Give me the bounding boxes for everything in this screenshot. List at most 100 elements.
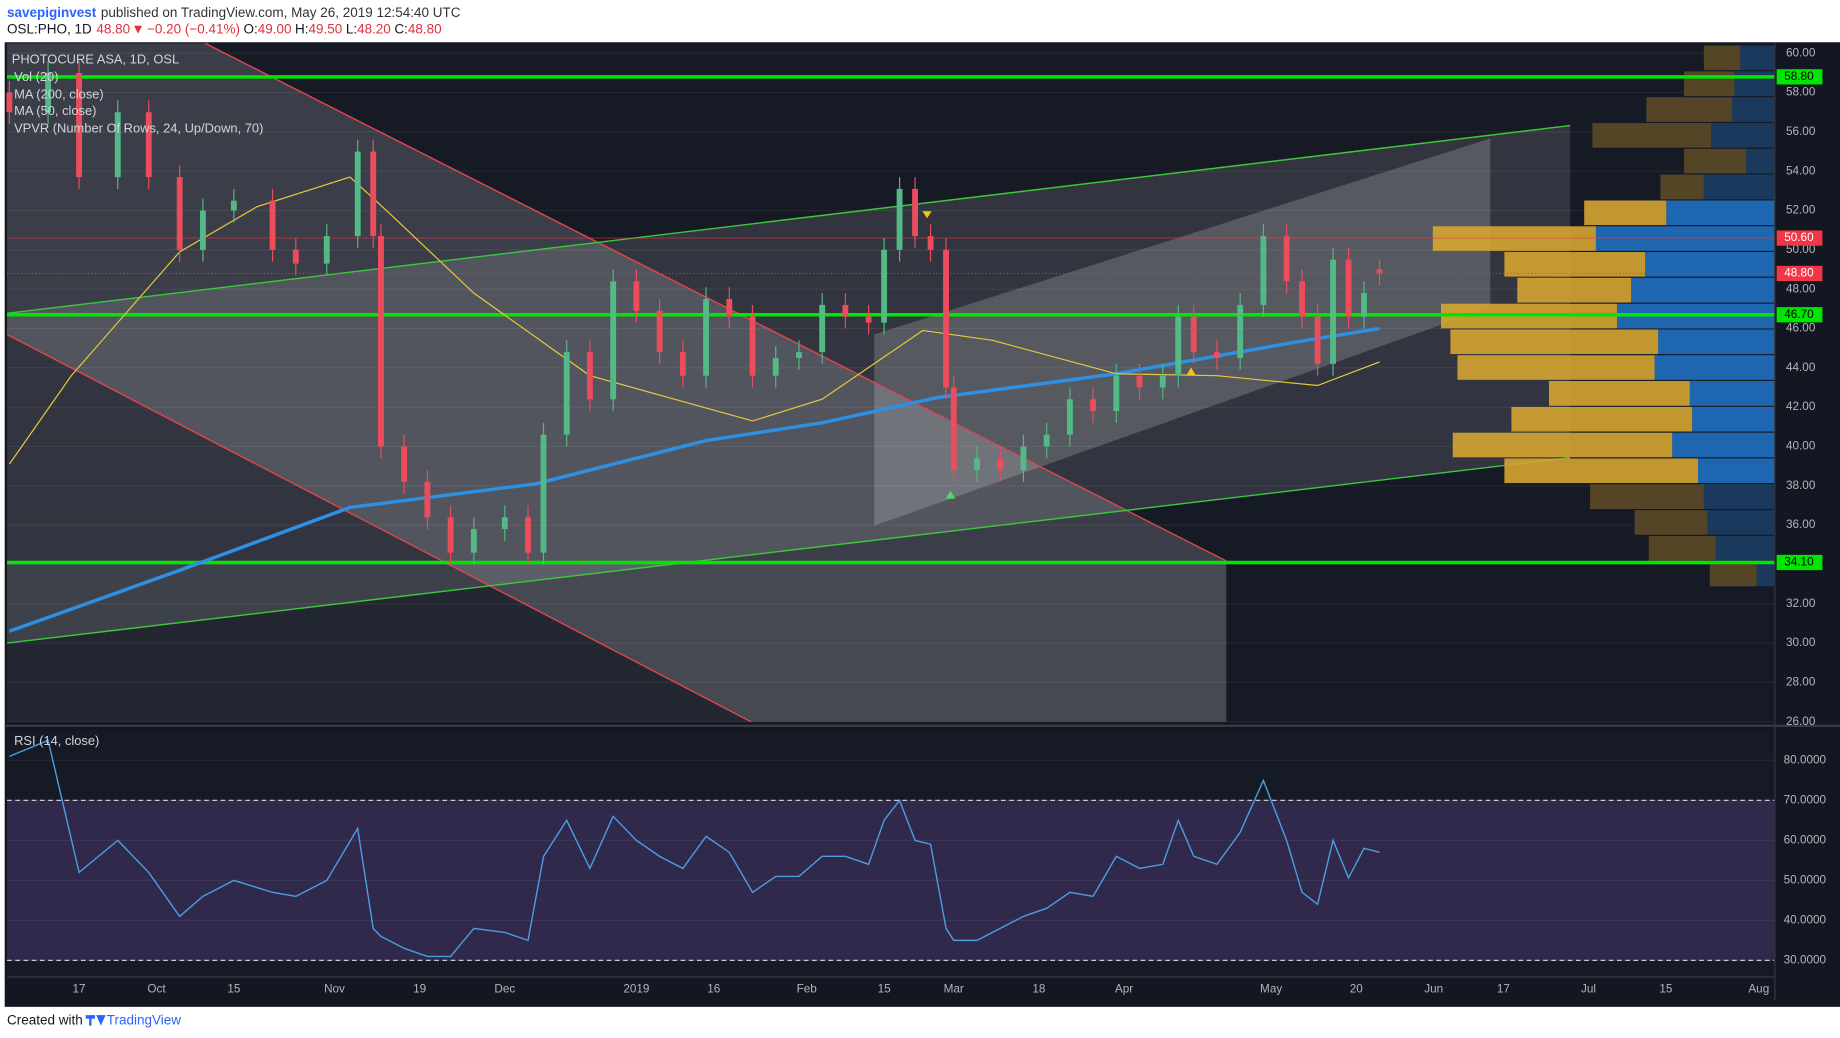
x-tick-label: Nov xyxy=(324,982,345,995)
profile-up xyxy=(1732,97,1775,122)
candle-body xyxy=(114,112,121,178)
y-tick-label: 26.00 xyxy=(1786,715,1816,728)
x-tick-label: Apr xyxy=(1115,982,1133,995)
profile-down xyxy=(1548,380,1690,406)
candle-body xyxy=(447,517,454,553)
profile-down xyxy=(1450,329,1659,355)
y-tick-label: 32.00 xyxy=(1786,597,1816,610)
x-tick-label: 2019 xyxy=(623,982,649,995)
candle-body xyxy=(1376,269,1383,274)
candle-body xyxy=(726,299,733,317)
candle-body xyxy=(1090,399,1097,412)
profile-down xyxy=(1683,148,1747,174)
y-tick-label: 30.00 xyxy=(1786,636,1816,649)
level-label-bg xyxy=(1776,265,1823,282)
candle-body xyxy=(610,281,617,400)
candle-body xyxy=(1136,375,1143,388)
profile-down xyxy=(1592,123,1711,148)
profile-down xyxy=(1709,561,1757,587)
profile-down xyxy=(1452,432,1673,458)
x-tick-label: 19 xyxy=(413,982,426,995)
candle-body xyxy=(76,72,82,178)
candle-body xyxy=(1361,293,1367,317)
candle-body xyxy=(1020,446,1027,471)
y-tick-label: 58.00 xyxy=(1786,86,1816,99)
x-tick-label: Dec xyxy=(494,982,515,995)
axes: 17 Oct 15 Nov 19 Dec 2019 16 Feb 15 Mar 18 Apr May 20 J… xyxy=(73,46,1827,995)
x-tick-label: Aug xyxy=(1748,982,1769,995)
x-tick-label: Mar xyxy=(944,982,964,995)
profile-up xyxy=(1703,174,1775,200)
profile-down xyxy=(1634,510,1708,535)
profile-up xyxy=(1654,355,1775,380)
y-tick-label: 44.00 xyxy=(1786,361,1816,374)
y-tick-label: 50.0000 xyxy=(1784,873,1827,886)
candle-body xyxy=(269,200,276,250)
candle-body xyxy=(1066,399,1073,435)
candle-body xyxy=(633,281,640,311)
x-tick-label: Oct xyxy=(147,982,166,995)
y-tick-label: 56.00 xyxy=(1786,125,1816,138)
ohlc-value: 49.50 xyxy=(309,21,343,36)
footer-brand[interactable]: TradingView xyxy=(107,1013,181,1028)
range-box xyxy=(7,563,1227,722)
user[interactable]: savepiginvest xyxy=(7,4,97,19)
candle-body xyxy=(796,352,802,358)
candle-body xyxy=(927,236,934,250)
level-label: 34.10 xyxy=(1784,556,1814,569)
profile-up xyxy=(1692,406,1775,432)
candle-body xyxy=(819,304,826,353)
candle-body xyxy=(1043,434,1050,447)
candle-body xyxy=(540,434,547,553)
candle-body xyxy=(881,249,888,323)
y-tick-label: 70.0000 xyxy=(1784,793,1827,806)
candle-body xyxy=(679,352,686,376)
candle-body xyxy=(1175,316,1182,376)
profile-up xyxy=(1645,252,1775,277)
y-tick-label: 46.00 xyxy=(1786,322,1816,335)
profile-up xyxy=(1631,277,1775,303)
trendline xyxy=(205,42,1227,562)
ma-line xyxy=(8,326,1380,633)
candle-body xyxy=(1283,236,1290,282)
level-label-bg xyxy=(1776,230,1823,246)
candle-body xyxy=(912,188,918,237)
candle-body xyxy=(1190,316,1197,353)
legend-item: Vol (20) xyxy=(14,69,58,84)
profile-up xyxy=(1703,484,1775,509)
candle-body xyxy=(950,387,957,471)
profile-up xyxy=(1756,561,1775,587)
logo xyxy=(85,1015,106,1026)
level-label-bg xyxy=(1776,307,1823,323)
candle-body xyxy=(370,151,377,237)
candle-body xyxy=(378,236,384,447)
candle-body xyxy=(587,352,593,400)
footer-bg xyxy=(0,1006,1840,1038)
y-tick-label: 42.00 xyxy=(1786,400,1816,413)
candle-body xyxy=(865,316,872,323)
trendline xyxy=(6,333,752,723)
profile-down xyxy=(1683,71,1735,97)
legend-title: PHOTOCURE ASA, 1D, OSL xyxy=(12,51,179,66)
profile-down xyxy=(1504,252,1646,277)
profile-down xyxy=(1517,277,1632,303)
x-tick-label: Jun xyxy=(1424,982,1443,995)
ohlc-value: 48.20 xyxy=(357,21,391,36)
ohlc-key: C: xyxy=(394,21,407,36)
y-tick-label: 54.00 xyxy=(1786,164,1816,177)
change: −0.20 (−0.41%) xyxy=(147,21,240,36)
x-tick-label: Feb xyxy=(797,982,818,995)
candle-body xyxy=(772,357,779,376)
x-tick-label: 15 xyxy=(878,982,892,995)
candle-body xyxy=(354,151,361,237)
plot xyxy=(6,45,1775,961)
rsi-pane xyxy=(7,729,1775,977)
ohlc-key: H: xyxy=(295,21,308,36)
rsi-line xyxy=(9,739,1380,958)
profile-down xyxy=(1648,535,1716,561)
trendline xyxy=(6,456,1571,644)
profile-up xyxy=(1715,535,1775,561)
x-tick-label: 15 xyxy=(1659,982,1673,995)
legend-item: VPVR (Number Of Rows, 24, Up/Down, 70) xyxy=(14,120,263,135)
